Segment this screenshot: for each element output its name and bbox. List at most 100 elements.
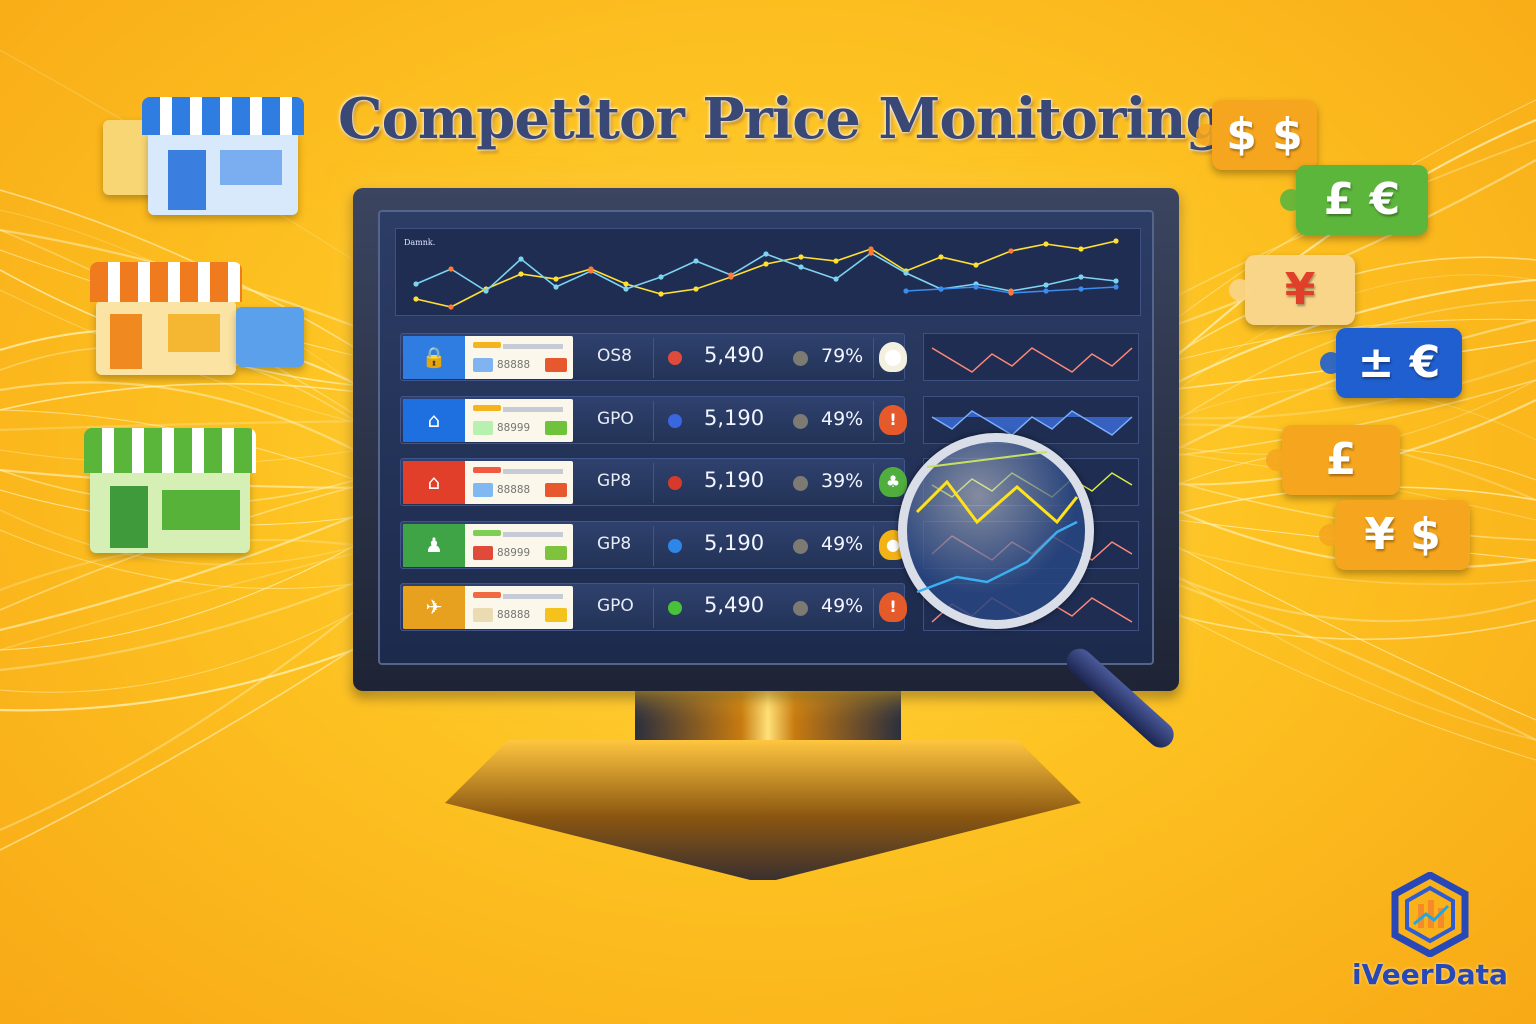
price-value: 5,490: [704, 343, 765, 367]
change-dot: [793, 538, 808, 554]
price-tag: £ €: [1280, 165, 1428, 235]
color-swatch: [545, 420, 567, 435]
divider: [653, 338, 654, 378]
price-value: 5,190: [704, 530, 765, 555]
product-code: 88888: [497, 358, 531, 371]
status-dot: [668, 476, 682, 490]
competitor-row[interactable]: ⌂ 88888 GP8 5,190 39% ♣: [400, 458, 907, 506]
divider: [873, 463, 874, 503]
status-dot: [668, 601, 682, 615]
trend-point: [1078, 246, 1084, 252]
divider: [653, 525, 654, 566]
price-tag: ¥ $: [1319, 500, 1470, 570]
divider: [873, 400, 874, 441]
store-icon: ⌂: [403, 398, 465, 442]
trend-point: [1078, 274, 1084, 280]
color-swatch: [545, 545, 567, 560]
sparkline: [931, 347, 1133, 373]
divider: [653, 588, 654, 628]
change-dot: [793, 601, 808, 616]
price-tag: £: [1266, 425, 1400, 495]
color-swatch: [545, 608, 567, 622]
status-dot: [668, 351, 682, 365]
color-swatch: [473, 483, 493, 497]
warning-icon[interactable]: !: [879, 404, 907, 435]
currency-code: GP8: [597, 471, 632, 491]
label-bar: [503, 469, 563, 474]
label-bar: [473, 529, 501, 536]
pin-icon[interactable]: ⬤: [879, 342, 907, 372]
trend-point: [728, 272, 734, 278]
competitor-row[interactable]: ✈ 88888 GPO 5,490 49% !: [400, 583, 907, 631]
currency-code: OS8: [597, 346, 632, 366]
brand-name: iVeerData: [1352, 958, 1508, 991]
trend-point: [1043, 241, 1049, 247]
trend-point: [1043, 282, 1049, 288]
competitor-card: ⌂ 88888: [403, 461, 573, 504]
trend-point: [763, 261, 769, 267]
trend-point: [413, 296, 419, 302]
label-bar: [503, 406, 563, 412]
trend-point: [938, 254, 944, 260]
trend-point: [448, 266, 454, 272]
price-value: 5,190: [704, 468, 765, 492]
label-bar: [503, 594, 563, 599]
percent-value: 79%: [821, 345, 864, 367]
trend-point: [1113, 284, 1119, 290]
trend-point: [1113, 278, 1119, 284]
label-bar: [473, 342, 501, 348]
trend-point: [973, 284, 979, 290]
product-code: 88888: [497, 608, 531, 621]
page-title: Competitor Price Monitoring: [338, 86, 1225, 152]
magnifying-glass-icon: [898, 433, 1094, 629]
price-trend-chart: Damnk.: [395, 228, 1141, 316]
product-code: 88999: [497, 545, 531, 559]
percent-value: 49%: [821, 407, 864, 430]
label-bar: [503, 531, 563, 537]
sparkline-chart: [923, 333, 1139, 381]
trend-point: [1078, 286, 1084, 292]
trend-point: [938, 286, 944, 292]
leaf-icon[interactable]: ♣: [879, 467, 907, 497]
label-bar: [473, 592, 501, 598]
competitor-card: ⌂ 88999: [403, 398, 573, 442]
store-icon: ⌂: [403, 461, 465, 504]
trend-point: [518, 256, 524, 262]
color-swatch: [473, 608, 493, 622]
label-bar: [473, 467, 501, 473]
percent-value: 39%: [821, 470, 864, 492]
change-dot: [793, 351, 808, 366]
price-value: 5,190: [704, 405, 765, 430]
percent-value: 49%: [821, 595, 864, 617]
sparkline: [931, 409, 1133, 436]
competitor-row[interactable]: ♟ 88999 GP8 5,190 49% ●: [400, 520, 907, 569]
trend-point: [1008, 290, 1014, 296]
trend-point: [658, 274, 664, 280]
color-swatch: [473, 358, 493, 372]
competitor-row[interactable]: ⌂ 88999 GPO 5,190 49% !: [400, 395, 907, 444]
percent-value: 49%: [821, 532, 864, 555]
price-tag: $ $: [1196, 100, 1317, 170]
store-icon: 🔒: [403, 336, 465, 379]
warning-icon[interactable]: !: [879, 592, 907, 622]
change-dot: [793, 476, 808, 491]
currency-code: GPO: [597, 596, 634, 616]
divider: [873, 588, 874, 628]
color-swatch: [545, 483, 567, 497]
trend-point: [1008, 248, 1014, 254]
store-icon: ✈: [403, 586, 465, 629]
competitor-card: 🔒 88888: [403, 336, 573, 379]
status-dot: [668, 413, 682, 428]
trend-point: [973, 262, 979, 268]
trend-point: [483, 288, 489, 294]
trend-point: [833, 276, 839, 282]
sparkline-chart: [923, 395, 1139, 444]
trend-point: [623, 286, 629, 292]
currency-code: GPO: [597, 408, 634, 429]
trend-point: [553, 276, 559, 282]
trend-point: [1113, 238, 1119, 244]
trend-point: [763, 251, 769, 257]
status-dot: [668, 538, 682, 553]
color-swatch: [473, 420, 493, 435]
competitor-row[interactable]: 🔒 88888 OS8 5,490 79% ⬤: [400, 333, 907, 381]
